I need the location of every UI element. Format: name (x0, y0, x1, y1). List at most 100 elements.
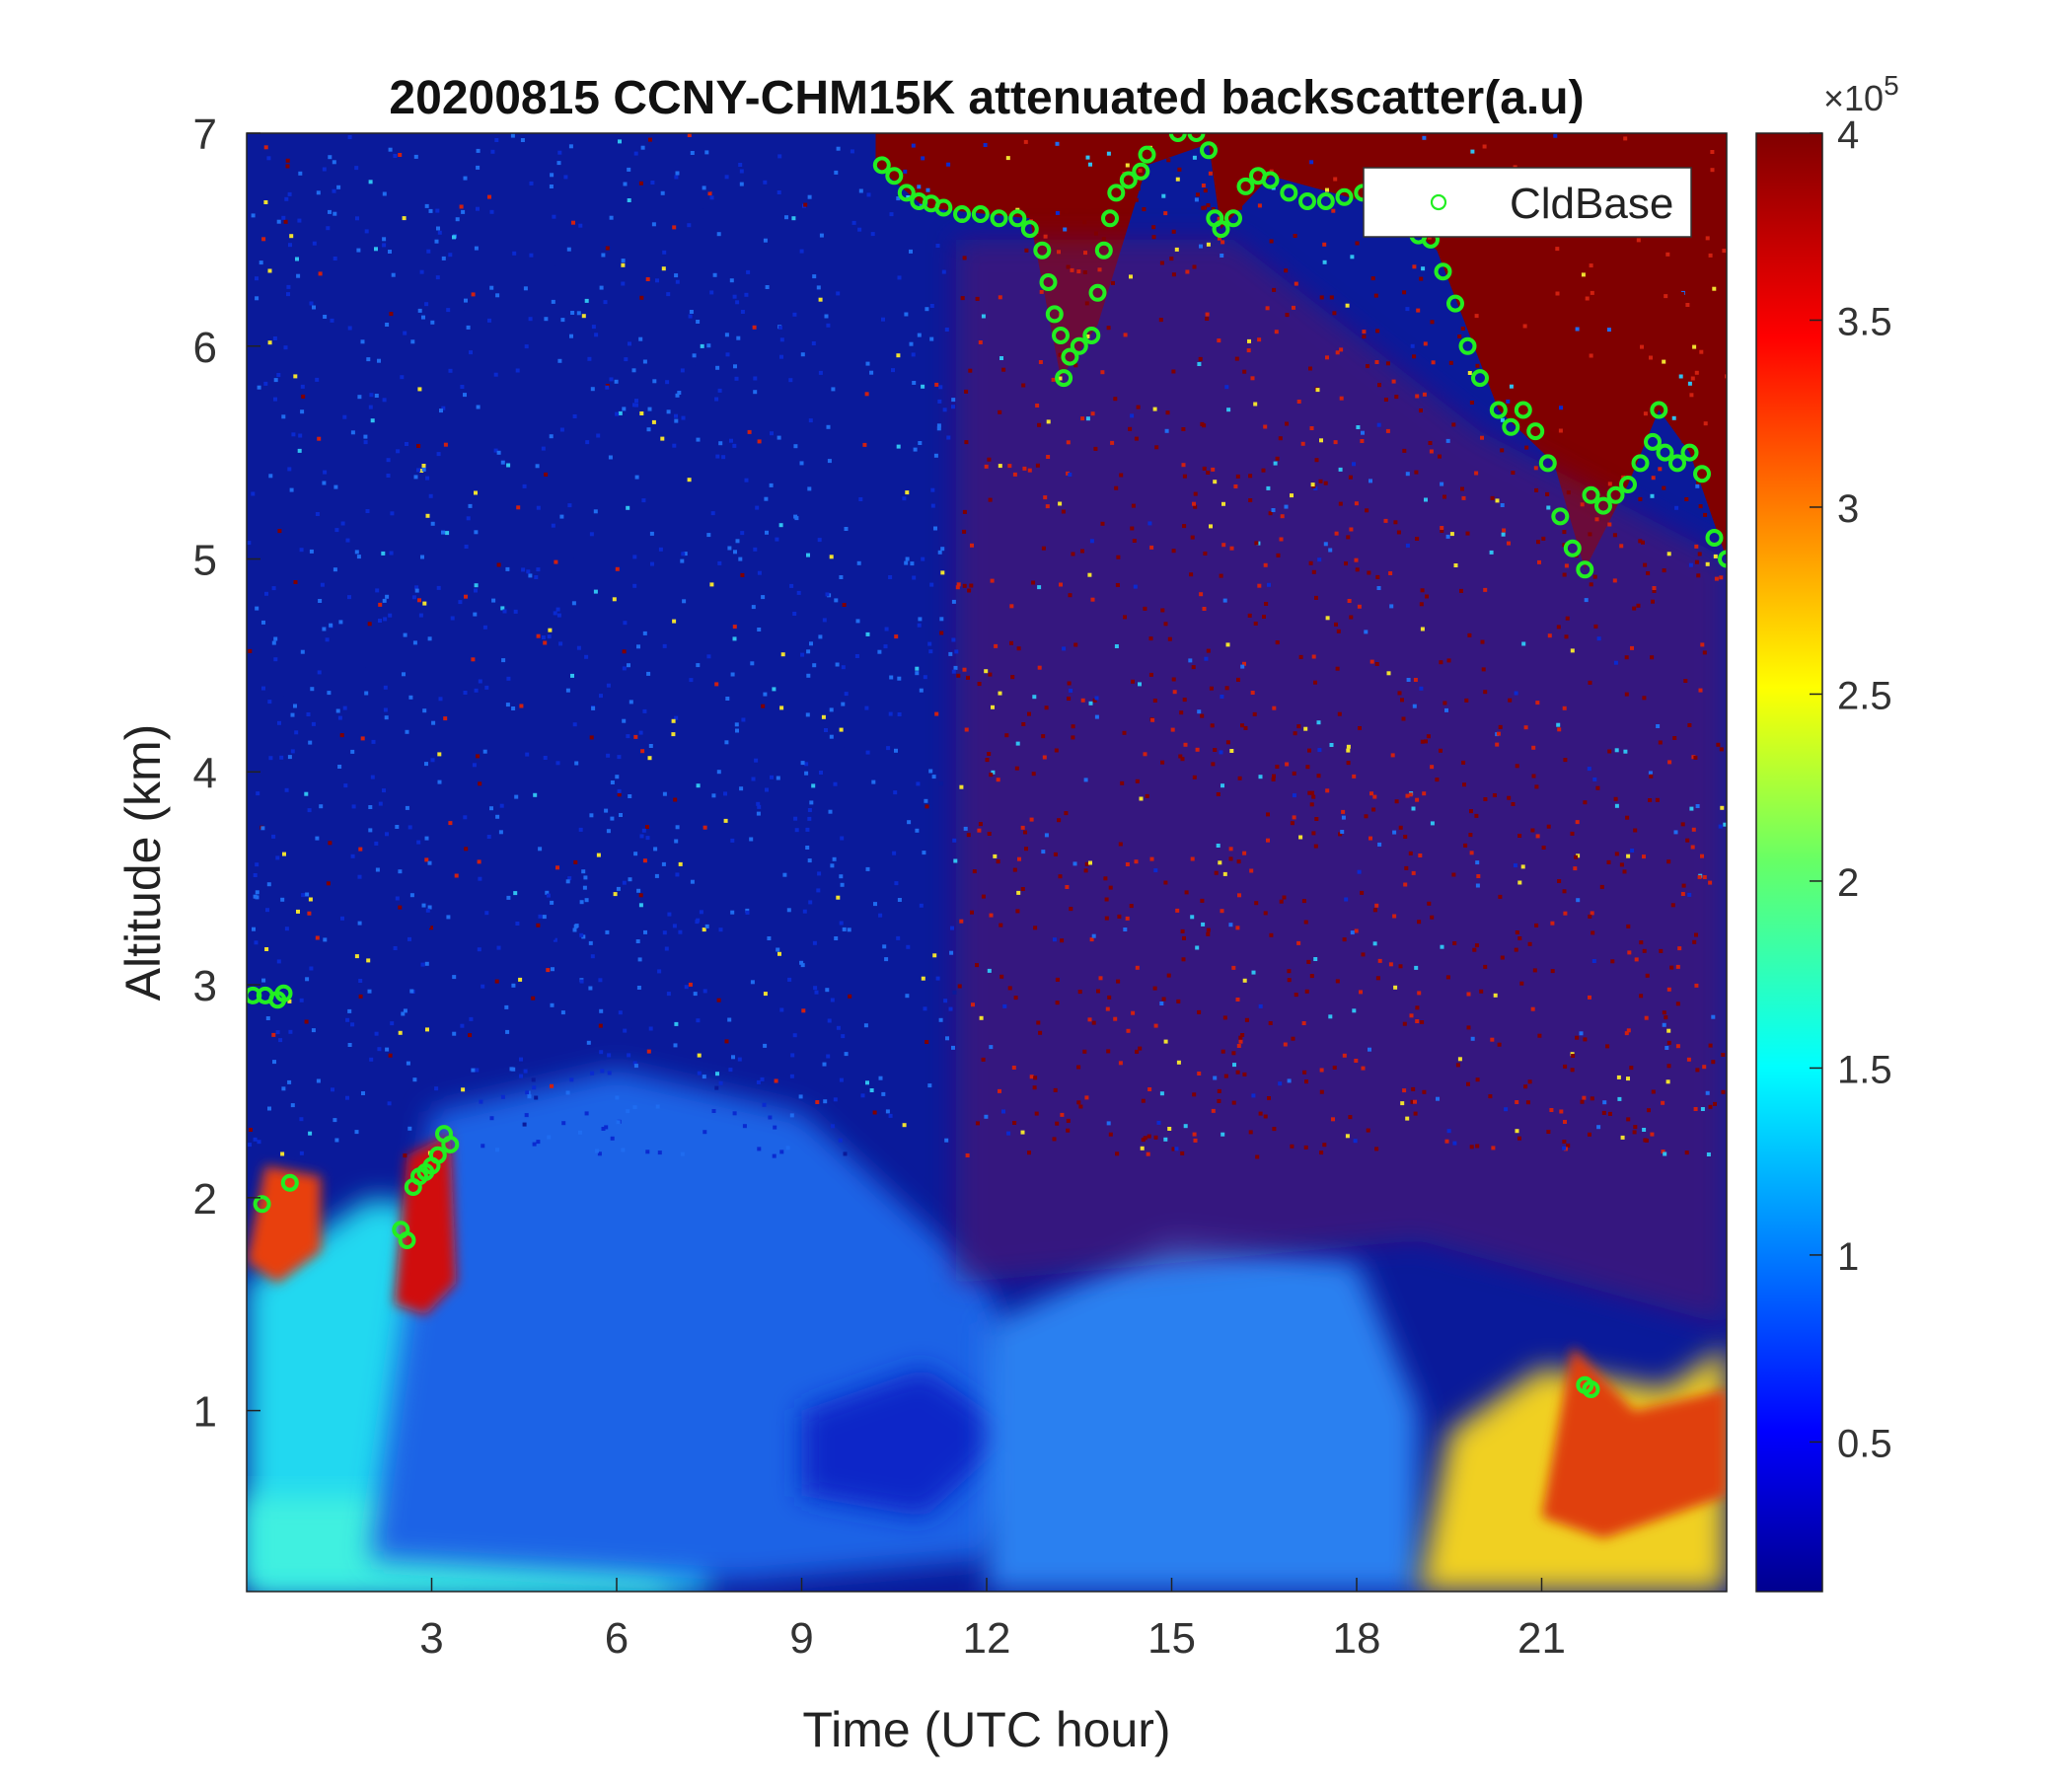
noise-cell (1341, 815, 1346, 820)
noise-cell (666, 409, 671, 414)
noise-cell (622, 880, 627, 885)
noise-cell (1110, 440, 1115, 445)
noise-cell (711, 793, 716, 798)
noise-cell (952, 990, 957, 995)
noise-cell (1067, 697, 1072, 701)
noise-cell (672, 619, 677, 624)
noise-cell (1126, 1028, 1131, 1033)
noise-cell (1235, 998, 1240, 1002)
noise-cell (844, 747, 849, 752)
noise-cell (617, 792, 622, 797)
noise-cell (1335, 979, 1340, 984)
noise-cell (326, 881, 331, 886)
noise-cell (910, 561, 915, 566)
noise-cell (869, 1088, 874, 1092)
noise-cell (674, 413, 678, 418)
noise-cell (1511, 471, 1516, 475)
noise-cell (568, 144, 573, 149)
noise-cell (1007, 986, 1012, 991)
noise-cell (1675, 1002, 1680, 1006)
noise-cell (763, 692, 768, 697)
noise-cell (333, 484, 338, 489)
noise-cell (536, 633, 541, 638)
noise-cell (692, 353, 697, 358)
noise-cell (1366, 1128, 1370, 1133)
noise-cell (1517, 834, 1522, 838)
noise-cell (1642, 390, 1647, 395)
noise-cell (1641, 429, 1646, 433)
noise-cell (639, 411, 644, 415)
noise-cell (709, 195, 714, 200)
noise-cell (284, 787, 289, 792)
noise-cell (1275, 456, 1280, 461)
noise-cell (680, 558, 685, 563)
noise-cell (959, 919, 964, 924)
noise-cell (1219, 573, 1223, 578)
noise-cell (641, 498, 646, 503)
cldbase-point (1668, 454, 1686, 473)
noise-cell (1464, 698, 1469, 703)
noise-cell (1267, 582, 1271, 587)
noise-cell (299, 1117, 304, 1122)
noise-cell (307, 808, 312, 813)
noise-cell (356, 555, 361, 559)
noise-cell (651, 222, 656, 227)
noise-cell (1342, 937, 1347, 942)
noise-cell (482, 749, 487, 754)
noise-cell (1535, 834, 1540, 839)
noise-cell (912, 381, 917, 385)
noise-cell (407, 936, 411, 941)
cldbase-point (1705, 529, 1724, 547)
noise-cell (1502, 528, 1507, 533)
noise-cell (1181, 463, 1186, 468)
noise-cell (1360, 890, 1365, 895)
noise-cell (322, 481, 327, 485)
noise-cell (369, 1057, 374, 1062)
noise-cell (1208, 171, 1213, 176)
noise-cell (1656, 724, 1661, 728)
noise-cell (951, 637, 956, 642)
noise-cell (811, 783, 816, 788)
noise-cell (1562, 889, 1567, 894)
noise-cell (793, 816, 798, 821)
noise-cell (1205, 317, 1210, 321)
noise-cell (304, 1019, 309, 1024)
noise-cell (369, 393, 374, 398)
noise-cell (878, 1076, 883, 1080)
noise-cell (1339, 347, 1344, 352)
noise-cell (1055, 977, 1060, 982)
noise-cell (1691, 827, 1696, 832)
noise-cell (979, 1015, 984, 1020)
noise-cell (345, 538, 350, 543)
noise-cell (1498, 724, 1503, 729)
noise-cell (1222, 1015, 1227, 1020)
noise-cell (1475, 1144, 1480, 1149)
noise-cell (283, 696, 288, 701)
noise-cell (1639, 940, 1644, 945)
noise-cell (1179, 710, 1184, 715)
noise-cell (956, 673, 961, 678)
noise-cell (934, 382, 939, 387)
noise-cell (328, 841, 333, 846)
noise-cell (1574, 854, 1579, 859)
noise-cell (255, 296, 259, 301)
noise-cell (1181, 427, 1186, 431)
noise-cell (842, 603, 847, 607)
noise-cell (932, 953, 937, 958)
noise-cell (365, 509, 370, 513)
noise-cell (587, 356, 592, 361)
noise-cell (607, 1053, 612, 1058)
noise-cell (273, 378, 278, 383)
noise-cell (1626, 853, 1631, 858)
cldbase-point (885, 167, 904, 186)
noise-cell (375, 867, 380, 872)
noise-cell (263, 200, 268, 204)
noise-cell (557, 150, 562, 155)
noise-cell (1589, 582, 1593, 587)
noise-cell (1556, 722, 1561, 727)
noise-cell (1591, 959, 1596, 963)
noise-cell (1123, 928, 1128, 931)
noise-cell (1391, 379, 1396, 384)
noise-cell (1233, 484, 1238, 488)
